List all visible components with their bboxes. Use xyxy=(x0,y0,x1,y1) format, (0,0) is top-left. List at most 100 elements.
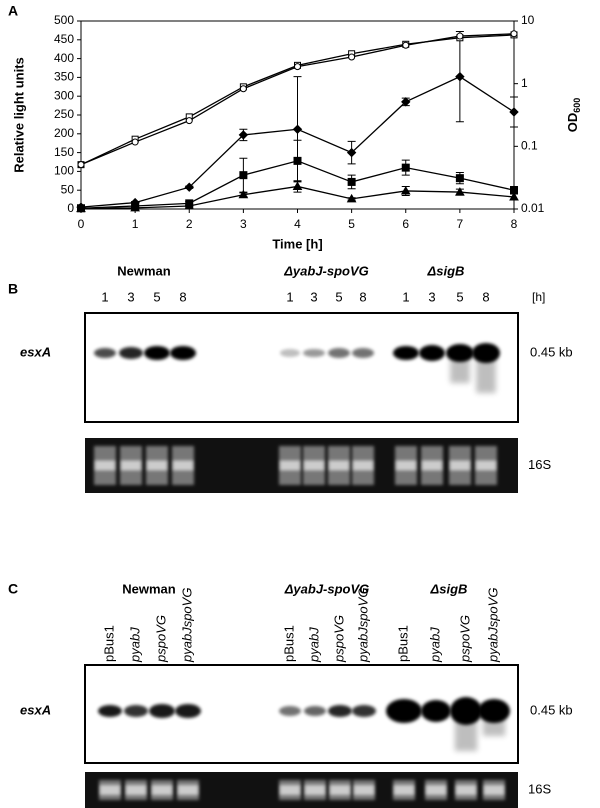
rrna-band-core xyxy=(329,460,349,471)
band xyxy=(352,705,376,717)
lane-label: 3 xyxy=(428,289,435,304)
y-tick-label: 500 xyxy=(54,13,74,27)
rrna-band-core xyxy=(147,460,167,471)
y-tick-label: 50 xyxy=(61,182,75,196)
lane-label: pBus1 xyxy=(281,625,296,662)
rrna-band-core xyxy=(126,785,146,795)
lane-label: pyabJspoVG xyxy=(179,588,194,663)
marker xyxy=(401,97,411,107)
x-tick-label: 1 xyxy=(132,217,139,231)
marker xyxy=(238,189,249,199)
group-label: ΔyabJ-spoVG xyxy=(284,581,370,596)
band xyxy=(279,706,301,716)
band xyxy=(328,705,352,717)
band xyxy=(98,705,122,717)
marker xyxy=(347,177,356,186)
marker xyxy=(456,32,464,40)
lane-label: pyabJ xyxy=(127,627,142,663)
band xyxy=(119,347,143,359)
group-label: Newman xyxy=(122,581,176,596)
y2-label-text: OD xyxy=(565,113,580,133)
lane-label: 3 xyxy=(127,289,134,304)
rrna-band-core xyxy=(394,785,414,795)
band xyxy=(328,348,350,358)
marker xyxy=(510,30,518,38)
rrna-band-core xyxy=(304,460,324,471)
marker xyxy=(455,174,464,183)
lane-label: 8 xyxy=(359,289,366,304)
gene-label: esxA xyxy=(20,344,51,359)
rrna-band-core xyxy=(450,460,470,471)
lane-label: 8 xyxy=(482,289,489,304)
marker xyxy=(509,107,519,117)
band xyxy=(170,346,196,360)
y2-axis-label: OD600 xyxy=(565,98,582,133)
marker xyxy=(293,156,302,165)
x-tick-label: 5 xyxy=(348,217,355,231)
band xyxy=(352,348,374,358)
y2-tick-label: 10 xyxy=(521,13,535,27)
marker xyxy=(292,181,303,190)
band xyxy=(386,699,422,723)
lane-label: pspoVG xyxy=(153,615,168,663)
lane-label: 5 xyxy=(153,289,160,304)
x-tick-label: 8 xyxy=(511,217,518,231)
band xyxy=(419,345,445,361)
group-label: ΔsigB xyxy=(430,581,468,596)
rrna-gel xyxy=(85,772,518,808)
lane-label: 1 xyxy=(101,289,108,304)
smear xyxy=(450,353,470,383)
band xyxy=(421,700,451,722)
rrna-band-core xyxy=(354,785,374,795)
smear xyxy=(482,711,506,736)
marker xyxy=(294,63,301,71)
rrna-band-core xyxy=(484,785,504,795)
marker xyxy=(130,202,140,212)
x-tick-label: 3 xyxy=(240,217,247,231)
marker xyxy=(131,138,139,146)
y-axis-label: Relative light units xyxy=(11,57,26,173)
rrna-band-core xyxy=(422,460,442,471)
marker xyxy=(455,187,465,196)
y2-tick-label: 1 xyxy=(521,76,528,90)
marker xyxy=(76,203,86,213)
marker xyxy=(348,53,356,61)
band xyxy=(94,348,116,358)
lane-label: pyabJspoVG xyxy=(355,588,370,663)
smear xyxy=(476,353,496,393)
band xyxy=(303,349,325,357)
y-tick-label: 200 xyxy=(54,126,74,140)
y-tick-label: 150 xyxy=(54,145,74,159)
marker xyxy=(292,124,303,134)
marker xyxy=(402,41,410,49)
rrna-band-core xyxy=(173,460,193,471)
rrna-band-core xyxy=(178,785,198,795)
rrna-band-core xyxy=(305,785,325,795)
northern-blot xyxy=(84,312,519,423)
y-tick-label: 100 xyxy=(54,164,74,178)
rrna-band-core xyxy=(456,785,476,795)
band xyxy=(144,346,170,360)
marker xyxy=(184,200,195,210)
band xyxy=(175,704,201,718)
loading-label: 16S xyxy=(528,457,551,472)
marker xyxy=(346,147,357,158)
marker xyxy=(238,130,249,140)
y-tick-label: 350 xyxy=(54,70,74,84)
marker xyxy=(400,185,411,195)
panel-label: B xyxy=(8,281,18,297)
gene-label: esxA xyxy=(20,702,51,717)
rrna-band-core xyxy=(95,460,115,471)
y-tick-label: 250 xyxy=(54,107,74,121)
lane-label: pBus1 xyxy=(101,625,116,662)
marker xyxy=(455,71,465,82)
lane-label: pBus1 xyxy=(395,625,410,662)
marker xyxy=(77,161,85,169)
rrna-band-core xyxy=(353,460,373,471)
y-tick-label: 300 xyxy=(54,88,74,102)
y-tick-label: 400 xyxy=(54,51,74,65)
rrna-band-core xyxy=(330,785,350,795)
lane-label: 3 xyxy=(310,289,317,304)
x-tick-label: 0 xyxy=(78,217,85,231)
